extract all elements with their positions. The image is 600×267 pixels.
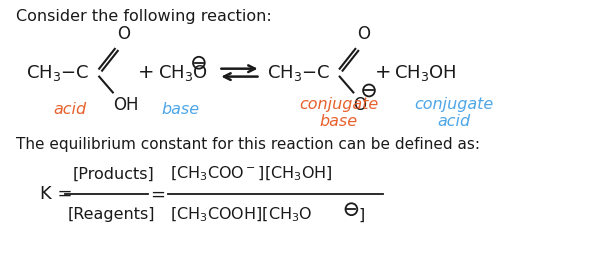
Text: $\mathsf{CH_3OH}$: $\mathsf{CH_3OH}$: [394, 63, 457, 83]
Text: conjugate
base: conjugate base: [299, 97, 379, 129]
Text: +: +: [138, 63, 154, 82]
Text: O: O: [117, 25, 130, 43]
Text: The equilibrium constant for this reaction can be defined as:: The equilibrium constant for this reacti…: [16, 138, 480, 152]
Text: =: =: [151, 185, 166, 203]
Text: $\mathsf{CH_3{-}C}$: $\mathsf{CH_3{-}C}$: [268, 63, 331, 83]
Text: OH: OH: [113, 96, 139, 114]
Text: K =: K =: [40, 185, 73, 203]
Text: $\mathsf{CH_3O}$: $\mathsf{CH_3O}$: [158, 63, 208, 83]
Text: $\mathsf{[CH_3COO^-][CH_3OH]}$: $\mathsf{[CH_3COO^-][CH_3OH]}$: [170, 164, 332, 183]
Text: [Reagents]: [Reagents]: [68, 207, 155, 222]
Text: $\mathsf{CH_3{-}C}$: $\mathsf{CH_3{-}C}$: [26, 63, 89, 83]
Text: [Products]: [Products]: [73, 167, 155, 182]
Text: acid: acid: [53, 102, 86, 117]
Text: +: +: [374, 63, 391, 82]
Text: O: O: [353, 96, 367, 114]
Text: O: O: [357, 25, 370, 43]
Text: $\mathsf{]}$: $\mathsf{]}$: [358, 206, 365, 224]
Text: base: base: [161, 102, 199, 117]
Text: $\mathsf{[CH_3COOH][CH_3O}$: $\mathsf{[CH_3COOH][CH_3O}$: [170, 206, 312, 224]
Text: Consider the following reaction:: Consider the following reaction:: [16, 9, 272, 24]
Text: conjugate
acid: conjugate acid: [415, 97, 494, 129]
